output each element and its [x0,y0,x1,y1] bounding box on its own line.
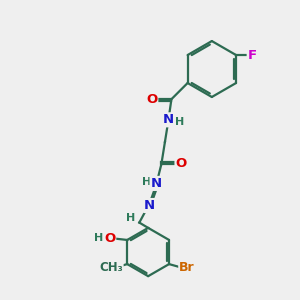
Text: H: H [175,117,184,127]
Text: Br: Br [179,261,195,274]
Text: CH₃: CH₃ [99,260,123,274]
Text: H: H [142,177,151,187]
Text: H: H [127,213,136,223]
Text: F: F [248,49,257,62]
Text: O: O [176,158,187,170]
Text: N: N [151,177,162,190]
Text: O: O [146,93,157,106]
Text: N: N [163,113,174,126]
Text: H: H [94,233,103,244]
Text: O: O [104,232,115,245]
Text: N: N [144,199,155,212]
